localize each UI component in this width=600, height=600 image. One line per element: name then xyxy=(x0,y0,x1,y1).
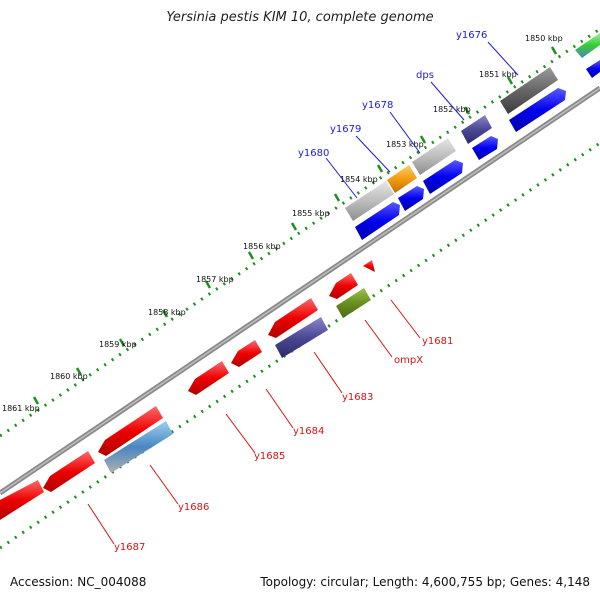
tick-label: 1861 kbp xyxy=(2,404,40,413)
gene-feature xyxy=(387,165,417,193)
gene-label-y1678[interactable]: y1678 xyxy=(362,100,393,111)
gene-arrow xyxy=(231,340,262,367)
tick-label: 1860 kbp xyxy=(50,372,88,381)
gene-label-ompX[interactable]: ompX xyxy=(394,355,423,366)
tick-label: 1859 kbp xyxy=(99,340,137,349)
gene-label-y1686[interactable]: y1686 xyxy=(178,502,209,513)
tick-label: 1855 kbp xyxy=(292,209,330,218)
gene-feature xyxy=(412,138,456,175)
gene-label-y1679[interactable]: y1679 xyxy=(330,124,361,135)
gene-arrow xyxy=(423,160,463,194)
gene-arrow xyxy=(268,298,318,338)
gene-feature xyxy=(500,67,558,114)
gene-label-dps[interactable]: dps xyxy=(416,70,434,81)
gene-arrow xyxy=(363,260,375,272)
outer-ruler xyxy=(0,27,600,438)
gene-arrow xyxy=(398,186,424,211)
gene-feature xyxy=(461,115,492,144)
tick-label: 1856 kbp xyxy=(243,242,281,251)
tick-label: 1857 kbp xyxy=(196,275,234,284)
gene-label-y1681[interactable]: y1681 xyxy=(422,336,453,347)
gene-feature xyxy=(345,181,394,221)
gene-feature xyxy=(275,317,328,358)
gene-arrow xyxy=(355,202,400,240)
gene-arrow xyxy=(43,451,95,492)
tick-label: 1854 kbp xyxy=(340,175,378,184)
gene-feature xyxy=(336,288,371,318)
accession-label: Accession: NC_004088 xyxy=(10,575,147,589)
gene-feature xyxy=(104,421,173,473)
tick-label: 1850 kbp xyxy=(525,34,563,43)
gene-arrow xyxy=(586,60,600,78)
tick-label: 1852 kbp xyxy=(433,105,471,114)
genome-summary: Topology: circular; Length: 4,600,755 bp… xyxy=(260,575,590,589)
gene-label-y1685[interactable]: y1685 xyxy=(254,451,285,462)
gene-label-y1684[interactable]: y1684 xyxy=(293,426,324,437)
gene-feature xyxy=(575,33,600,58)
gene-label-y1676[interactable]: y1676 xyxy=(456,30,487,41)
gene-label-y1683[interactable]: y1683 xyxy=(342,392,373,403)
gene-arrow xyxy=(509,88,566,132)
map-title: Yersinia pestis KIM 10, complete genome xyxy=(166,10,434,25)
gene-label-y1680[interactable]: y1680 xyxy=(298,148,329,159)
gene-arrow xyxy=(98,406,163,456)
ruler-ticks xyxy=(32,46,558,405)
gene-arrow xyxy=(472,136,498,160)
gene-arrow xyxy=(188,361,229,395)
tick-label: 1853 kbp xyxy=(386,140,424,149)
gene-label-y1687[interactable]: y1687 xyxy=(114,542,145,553)
gene-arrow xyxy=(0,480,44,520)
gene-arrow xyxy=(329,273,358,299)
tick-label: 1851 kbp xyxy=(479,70,517,79)
tick-label: 1858 kbp xyxy=(148,308,186,317)
